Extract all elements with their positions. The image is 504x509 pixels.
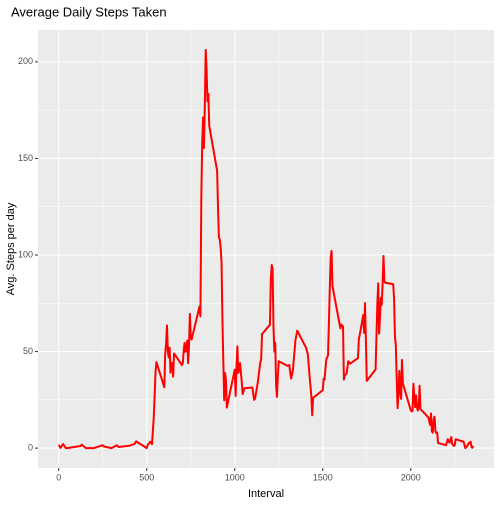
- line: [57, 48, 475, 450]
- x-axis-label: Interval: [248, 488, 284, 500]
- y-tick-label: 100: [18, 249, 33, 259]
- x-tick-label: 2000: [401, 472, 421, 482]
- x-tick-label: 1000: [225, 472, 245, 482]
- x-tick-label: 1500: [313, 472, 333, 482]
- y-tick-label: 50: [23, 346, 33, 356]
- x-tick-label: 500: [139, 472, 154, 482]
- chart-title: Average Daily Steps Taken: [11, 4, 167, 19]
- x-tick-label: 0: [56, 472, 61, 482]
- y-tick-label: 200: [18, 56, 33, 66]
- panel: [38, 30, 494, 468]
- y-tick-label: 150: [18, 153, 33, 163]
- grid: [38, 30, 494, 468]
- y-tick-label: 0: [28, 442, 33, 452]
- y-axis-label: Avg. Steps per day: [5, 202, 17, 295]
